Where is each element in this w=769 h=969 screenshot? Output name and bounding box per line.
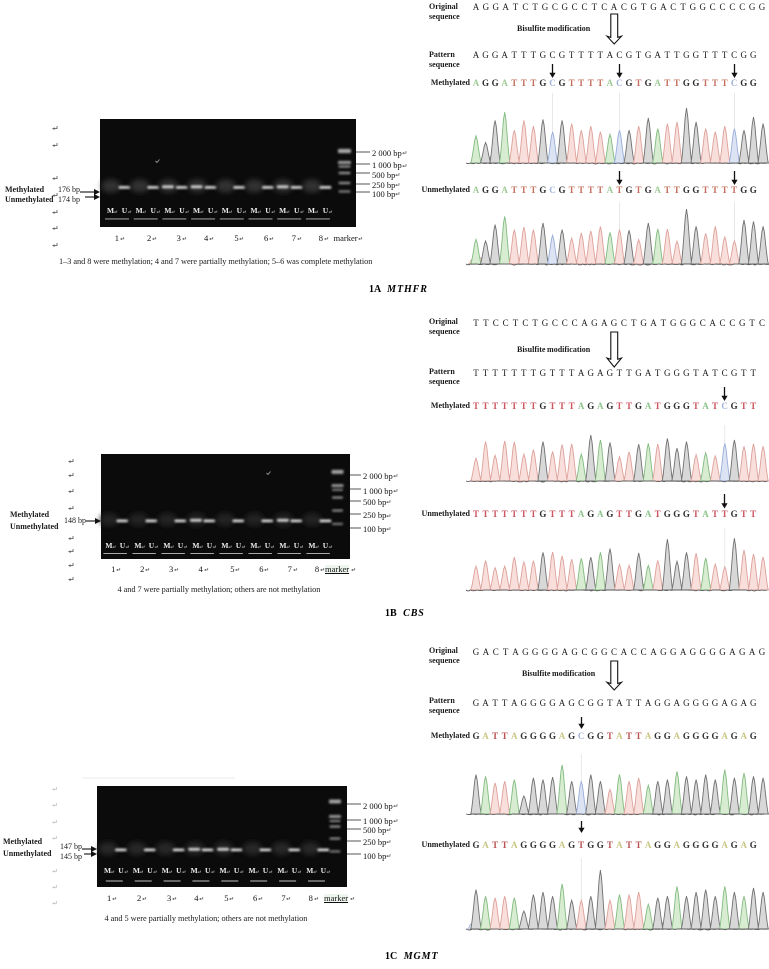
svg-text:U: U (294, 206, 300, 215)
svg-text:U: U (294, 541, 300, 550)
svg-text:M: M (248, 866, 255, 875)
svg-text:M: M (221, 541, 228, 550)
svg-text:U: U (118, 866, 124, 875)
svg-text:U: U (208, 206, 214, 215)
svg-text:M: M (279, 541, 286, 550)
svg-text:U: U (292, 866, 298, 875)
svg-text:U: U (149, 541, 155, 550)
svg-text:M: M (220, 866, 227, 875)
svg-text:M: M (250, 206, 257, 215)
svg-text:U: U (323, 541, 329, 550)
svg-text:M: M (250, 541, 257, 550)
svg-text:M: M (164, 206, 171, 215)
svg-text:U: U (176, 866, 182, 875)
svg-text:M: M (134, 541, 141, 550)
svg-text:M: M (193, 206, 200, 215)
svg-text:M: M (107, 206, 114, 215)
svg-text:M: M (163, 541, 170, 550)
svg-text:U: U (265, 541, 271, 550)
svg-text:M: M (136, 206, 143, 215)
svg-text:U: U (150, 206, 156, 215)
svg-text:U: U (179, 206, 185, 215)
svg-text:M: M (162, 866, 169, 875)
svg-text:M: M (308, 541, 315, 550)
svg-text:U: U (323, 206, 329, 215)
svg-text:U: U (178, 541, 184, 550)
svg-text:U: U (205, 866, 211, 875)
svg-text:M: M (222, 206, 229, 215)
svg-text:M: M (105, 541, 112, 550)
svg-text:U: U (321, 866, 327, 875)
svg-text:U: U (207, 541, 213, 550)
svg-text:M: M (306, 866, 313, 875)
svg-text:M: M (308, 206, 315, 215)
svg-text:M: M (191, 866, 198, 875)
svg-text:M: M (279, 206, 286, 215)
svg-text:U: U (263, 866, 269, 875)
svg-text:U: U (236, 541, 242, 550)
svg-text:U: U (122, 206, 128, 215)
svg-text:M: M (192, 541, 199, 550)
svg-text:U: U (147, 866, 153, 875)
svg-text:U: U (265, 206, 271, 215)
svg-text:M: M (277, 866, 284, 875)
svg-text:M: M (104, 866, 111, 875)
svg-text:U: U (120, 541, 126, 550)
svg-text:M: M (133, 866, 140, 875)
svg-text:U: U (234, 866, 240, 875)
svg-text:U: U (237, 206, 243, 215)
